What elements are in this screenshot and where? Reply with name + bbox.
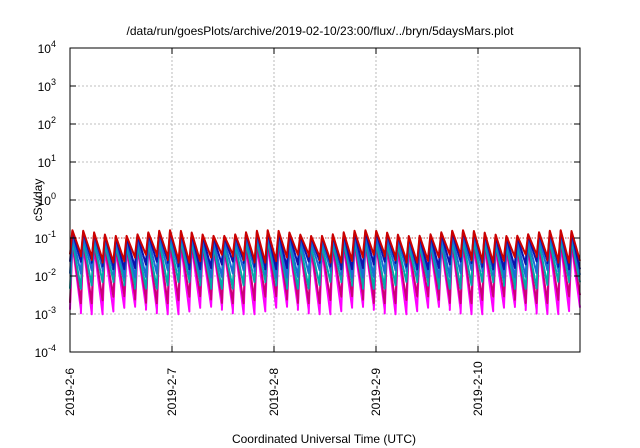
- y-tick-label: 10-3: [35, 305, 56, 322]
- y-tick-exponent: -4: [48, 343, 56, 353]
- y-tick-label: 10-4: [35, 343, 56, 360]
- y-tick-base: 10: [35, 270, 49, 284]
- x-tick-label: 2019-2-8: [267, 368, 281, 416]
- series-group: [69, 229, 581, 316]
- y-tick-base: 10: [38, 156, 52, 170]
- y-tick-base: 10: [38, 42, 52, 56]
- x-tick-label: 2019-2-10: [471, 361, 485, 416]
- x-tick-label: 2019-2-9: [369, 368, 383, 416]
- y-tick-label: 10-1: [35, 229, 56, 246]
- y-axis-label: cSv/day: [31, 179, 45, 222]
- y-tick-label: 102: [38, 115, 56, 132]
- series-line: [69, 238, 581, 290]
- y-tick-exponent: 0: [51, 191, 56, 201]
- y-tick-exponent: 2: [51, 115, 56, 125]
- y-tick-exponent: 1: [51, 153, 56, 163]
- x-tick-label: 2019-2-7: [165, 368, 179, 416]
- y-tick-base: 10: [38, 194, 52, 208]
- chart-title: /data/run/goesPlots/archive/2019-02-10/2…: [127, 24, 515, 38]
- y-tick-exponent: -1: [48, 229, 56, 239]
- y-tick-exponent: -3: [48, 305, 56, 315]
- y-tick-base: 10: [38, 80, 52, 94]
- y-tick-label: 103: [38, 77, 56, 94]
- y-tick-exponent: -2: [48, 267, 56, 277]
- y-tick-base: 10: [38, 118, 52, 132]
- series-line: [69, 229, 581, 264]
- x-tick-label: 2019-2-6: [63, 368, 77, 416]
- y-tick-label: 104: [38, 39, 56, 56]
- y-tick-label: 10-2: [35, 267, 56, 284]
- x-axis: 2019-2-6 2019-2-7 2019-2-8 2019-2-9 2019-2-1…: [63, 48, 485, 416]
- x-axis-label: Coordinated Universal Time (UTC): [232, 432, 416, 446]
- y-tick-exponent: 3: [51, 77, 56, 87]
- y-tick-base: 10: [35, 346, 49, 360]
- y-tick-base: 10: [35, 232, 49, 246]
- y-tick-label: 101: [38, 153, 56, 170]
- y-tick-label: 100: [38, 191, 56, 208]
- y-tick-base: 10: [35, 308, 49, 322]
- y-tick-exponent: 4: [51, 39, 56, 49]
